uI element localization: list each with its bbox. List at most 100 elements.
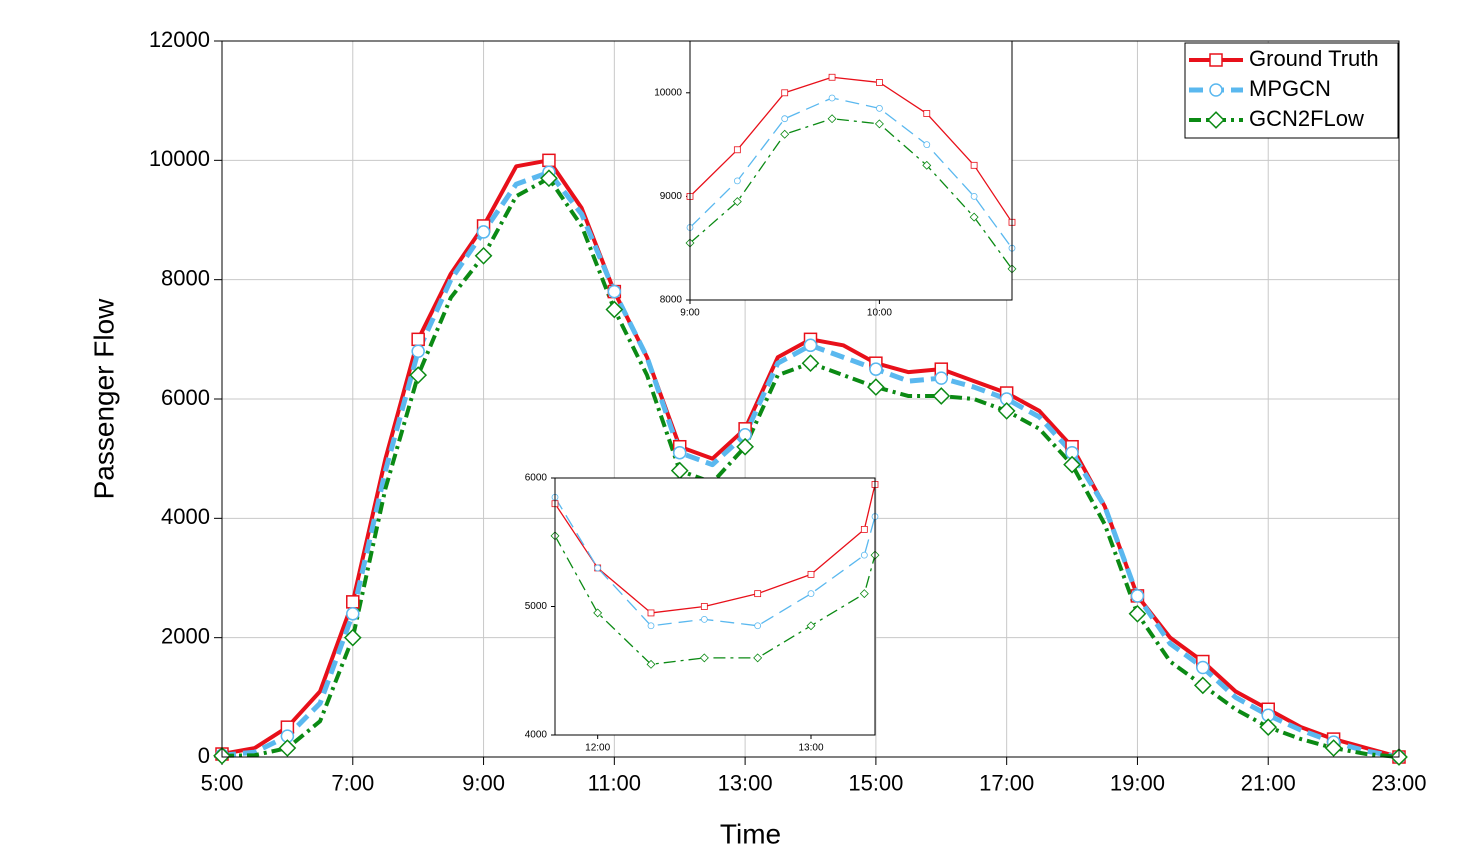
y-tick-label: 5000 [525,601,548,612]
y-tick-label: 4000 [161,504,210,529]
marker [923,110,931,117]
y-tick-label: 12000 [149,27,210,52]
marker [607,284,622,299]
marker [807,590,815,598]
x-tick-label: 23:00 [1371,771,1426,796]
marker [807,570,815,578]
marker [867,378,885,396]
marker [346,607,360,621]
marker [876,104,883,112]
y-tick-label: 8000 [660,295,683,306]
marker [474,246,493,265]
marker [411,332,425,347]
marker [1130,589,1145,603]
marker [476,225,491,239]
marker [736,437,754,456]
marker [1128,604,1147,623]
marker [874,119,884,129]
marker [1196,660,1210,675]
marker [754,590,762,598]
marker [278,739,297,757]
y-tick-label: 0 [198,743,210,768]
marker [828,94,836,102]
x-tick-label: 15:00 [848,771,903,796]
y-tick-label: 8000 [161,265,210,290]
x-tick-label: 19:00 [1110,771,1165,796]
x-tick-label: 10:00 [867,308,892,319]
marker [869,362,883,376]
marker [780,129,790,139]
x-tick-label: 17:00 [979,771,1034,796]
marker [801,354,820,373]
series-line [689,97,1013,249]
marker [1259,718,1278,737]
series-line [689,118,1013,270]
y-tick-label: 4000 [525,730,548,741]
y-tick-label: 6000 [525,473,548,484]
legend-marker [1209,83,1223,97]
marker [754,622,762,630]
y-axis-label: Passenger Flow [88,298,119,500]
marker [647,622,655,630]
marker [411,344,425,359]
marker [733,177,741,185]
marker [1193,676,1212,695]
marker [700,615,708,623]
marker [647,609,655,617]
marker [923,141,931,149]
x-tick-label: 5:00 [201,771,244,796]
marker [1063,455,1081,474]
legend-marker [1209,53,1223,67]
marker [605,300,624,319]
series-line [554,535,876,665]
marker [593,608,603,618]
plot-area [555,478,875,735]
marker [700,603,708,610]
plot-frame [689,40,1013,301]
y-tick-label: 6000 [161,385,210,410]
marker [672,445,687,460]
marker [781,115,789,123]
marker [699,653,709,663]
y-tick-label: 2000 [161,623,210,648]
marker [970,192,978,200]
legend-label: Ground Truth [1249,46,1379,71]
x-tick-label: 12:00 [585,743,610,754]
marker [781,89,789,97]
series-line [689,76,1013,223]
marker [542,153,556,168]
legend-label: GCN2FLow [1249,106,1364,131]
marker [346,595,360,609]
x-tick-label: 7:00 [331,771,374,796]
marker [753,653,763,663]
legend-marker [1207,111,1225,129]
marker [806,621,816,631]
legend-label: MPGCN [1249,76,1331,101]
marker [343,628,362,647]
x-tick-label: 9:00 [462,771,505,796]
marker [969,212,979,222]
marker [594,564,602,572]
x-tick-label: 21:00 [1241,771,1296,796]
y-tick-label: 10000 [654,87,682,98]
x-axis-label: Time [720,818,781,849]
plot-frame [554,477,876,736]
y-tick-label: 10000 [149,146,210,171]
series-line [554,484,876,614]
marker [1324,739,1343,757]
marker [970,161,978,169]
plot-area [690,41,1012,300]
marker [932,387,951,405]
marker [860,551,868,559]
marker [860,526,868,533]
marker [934,371,949,385]
marker [859,589,869,599]
series-line [554,496,876,627]
x-tick-label: 9:00 [680,308,700,319]
marker [733,146,741,154]
y-tick-label: 9000 [660,191,683,202]
x-tick-label: 13:00 [798,743,823,754]
marker [646,659,656,669]
x-tick-label: 11:00 [588,771,641,796]
